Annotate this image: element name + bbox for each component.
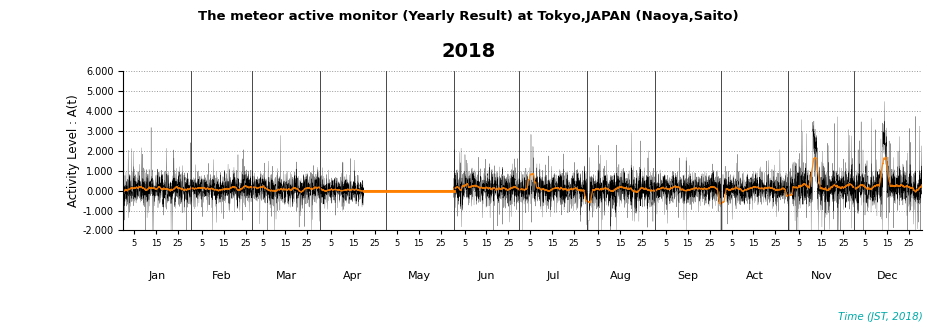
Y-axis label: Activity Level : A(t): Activity Level : A(t) (66, 94, 80, 207)
Text: 2018: 2018 (441, 42, 495, 61)
Text: The meteor active monitor (Yearly Result) at Tokyo,JAPAN (Naoya,Saito): The meteor active monitor (Yearly Result… (198, 10, 738, 23)
Text: Time (JST, 2018): Time (JST, 2018) (838, 312, 922, 322)
